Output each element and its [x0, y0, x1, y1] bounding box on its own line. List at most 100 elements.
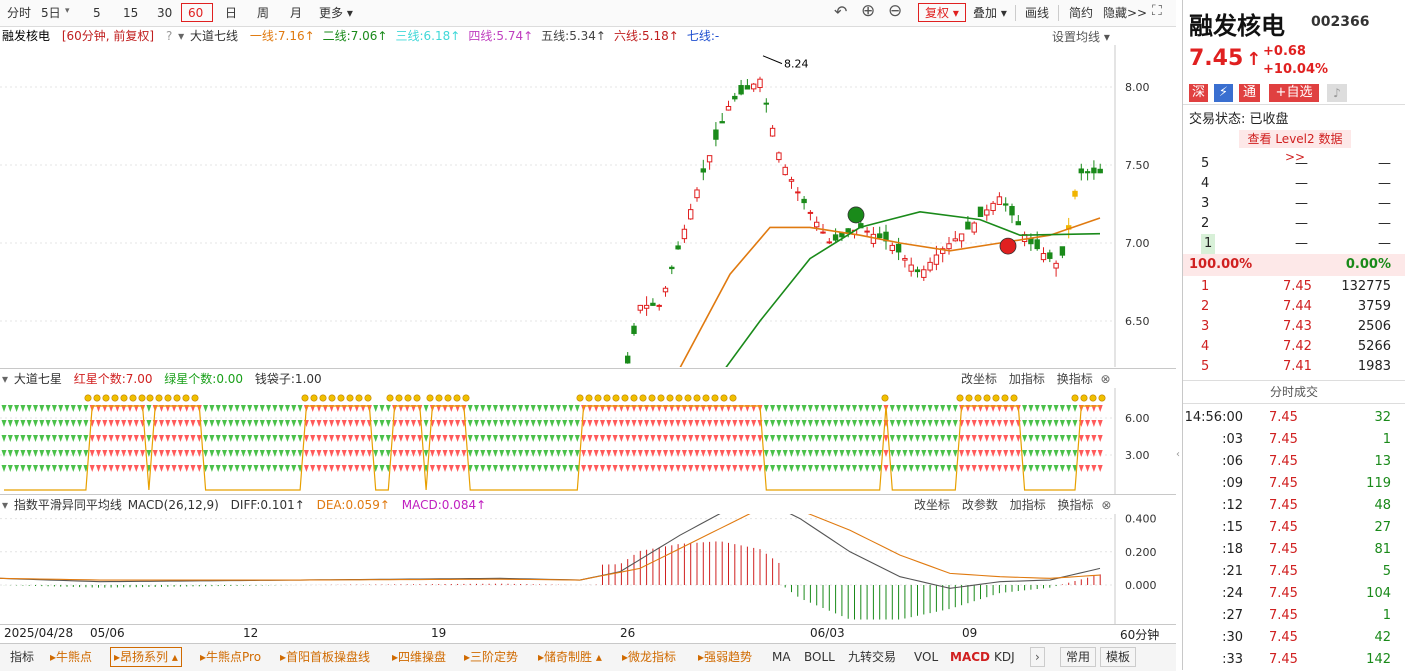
indicator-tab[interactable]: ▸昂扬系列 ▴	[110, 647, 182, 667]
period-tab-minute[interactable]: 分时	[7, 6, 32, 20]
collapse-handle-icon[interactable]: ‹	[1176, 449, 1180, 460]
scroll-right-icon[interactable]: ›	[1030, 647, 1045, 667]
indicator-tab[interactable]: ▸首阳首板操盘线	[280, 650, 371, 664]
fullscreen-icon[interactable]: ⛶	[1152, 3, 1162, 19]
candlestick-chart[interactable]: 8.007.507.006.506.005.505.008.24	[0, 45, 1176, 367]
fq-dropdown[interactable]: 复权 ▾	[918, 3, 966, 22]
help-icon[interactable]: ?	[165, 29, 173, 43]
star-arrow-icon	[499, 405, 505, 412]
star-arrow-icon	[51, 435, 57, 442]
star-arrow-icon	[518, 420, 524, 427]
indicator-tab[interactable]: KDJ	[994, 650, 1015, 664]
star-arrow-icon	[543, 435, 549, 442]
hide-button[interactable]: 隐藏>>	[1103, 6, 1148, 20]
close-icon[interactable]: ⊗	[1100, 372, 1111, 386]
star-arrow-icon	[1047, 420, 1053, 427]
panel-toggle-icon[interactable]: ▾	[2, 372, 9, 386]
draw-button[interactable]: 画线	[1025, 6, 1050, 20]
star-arrow-icon	[1003, 435, 1009, 442]
overlay-dropdown[interactable]: 叠加 ▾	[973, 6, 1007, 20]
money-bag-icon	[666, 394, 674, 402]
period-tab-day[interactable]: 日	[225, 6, 238, 20]
change-params-button[interactable]: 改参数	[961, 498, 998, 512]
star-arrow-icon	[146, 435, 152, 442]
lightning-icon[interactable]: ⚡	[1214, 84, 1233, 102]
star-arrow-icon	[732, 405, 738, 412]
change-axis-button[interactable]: 改坐标	[961, 372, 998, 386]
star-arrow-icon	[732, 420, 738, 427]
indicator-toggle-icon[interactable]: ▾	[178, 29, 185, 43]
change-axis-button[interactable]: 改坐标	[914, 498, 951, 512]
price-axis-label: 7.50	[1125, 159, 1150, 172]
star-arrow-icon	[902, 450, 908, 457]
star-arrow-icon	[184, 450, 190, 457]
indicator-tab[interactable]: ▸牛熊点	[50, 650, 93, 664]
tick-row: :24 7.45 104	[1183, 583, 1405, 605]
star-arrow-icon	[776, 405, 782, 412]
indicator-tab[interactable]: 九转交易	[848, 650, 897, 664]
money-bag-icon	[395, 394, 403, 402]
switch-indicator-button[interactable]: 换指标	[1057, 498, 1094, 512]
indicator-tab[interactable]: ▸储奇制胜 ▴	[538, 650, 602, 664]
ma-settings-button[interactable]: 设置均线 ▾	[1052, 30, 1110, 44]
star-arrow-icon	[461, 450, 467, 457]
level2-link[interactable]: 查看 Level2 数据>>	[1239, 130, 1351, 164]
star-arrow-icon	[190, 435, 196, 442]
indicator-name[interactable]: 大道七线	[190, 29, 239, 43]
indicator-tab[interactable]: MA	[772, 650, 791, 664]
indicator-tab[interactable]: VOL	[914, 650, 939, 664]
macd-chart[interactable]: 0.400 0.200 0.000	[0, 514, 1176, 624]
star-arrow-icon	[114, 435, 120, 442]
bell-icon[interactable]: ♪	[1327, 84, 1347, 102]
star-arrow-icon	[423, 450, 429, 457]
star-arrow-icon	[574, 420, 580, 427]
common-button[interactable]: 常用	[1060, 647, 1097, 667]
star-arrow-icon	[7, 465, 13, 472]
indicator-tab[interactable]: ▸微龙指标	[622, 650, 677, 664]
add-watchlist-button[interactable]: +自选	[1269, 84, 1319, 102]
dropdown-icon[interactable]: ▾	[65, 6, 70, 16]
star-arrow-icon	[587, 435, 593, 442]
period-tab-30min[interactable]: 30	[157, 6, 173, 20]
close-icon[interactable]: ⊗	[1101, 498, 1112, 512]
indicator-tab[interactable]: ▸牛熊点Pro	[200, 650, 262, 664]
period-tab-15min[interactable]: 15	[123, 6, 139, 20]
indicator-tab[interactable]: 指标	[10, 650, 35, 664]
star-arrow-icon	[883, 450, 889, 457]
period-tab-month[interactable]: 月	[290, 6, 303, 20]
indicator-tab[interactable]: BOLL	[804, 650, 835, 664]
star-arrow-icon	[108, 450, 114, 457]
switch-indicator-button[interactable]: 换指标	[1056, 372, 1093, 386]
period-tab-week[interactable]: 周	[257, 6, 270, 20]
star-indicator-chart[interactable]: 6.00 3.00	[0, 388, 1176, 494]
macd-panel-buttons: 改坐标 改参数 加指标 换指标 ⊗	[914, 496, 1111, 513]
star-arrow-icon	[713, 465, 719, 472]
star-arrow-icon	[266, 450, 272, 457]
indicator-tab[interactable]: ▸三阶定势	[464, 650, 519, 664]
star-arrow-icon	[234, 450, 240, 457]
star-arrow-icon	[870, 405, 876, 412]
star-arrow-icon	[650, 450, 656, 457]
template-button[interactable]: 模板	[1100, 647, 1137, 667]
star-arrow-icon	[927, 435, 933, 442]
period-tab-60min[interactable]: 60	[181, 3, 213, 22]
star-arrow-icon	[266, 465, 272, 472]
indicator-tab-active[interactable]: MACD	[950, 650, 990, 664]
indicator-tab[interactable]: ▸强弱趋势	[698, 650, 753, 664]
connect-badge[interactable]: 通	[1239, 84, 1260, 102]
period-tab-5min[interactable]: 5	[93, 6, 101, 20]
star-arrow-icon	[196, 450, 202, 457]
indicator-tab[interactable]: ▸四维操盘	[392, 650, 447, 664]
add-indicator-button[interactable]: 加指标	[1009, 498, 1046, 512]
star-arrow-icon	[329, 465, 335, 472]
panel-toggle-icon[interactable]: ▾	[2, 498, 9, 512]
zoom-in-icon[interactable]: ⊕	[861, 1, 876, 21]
period-tab-5day[interactable]: 5日	[41, 6, 61, 20]
simple-button[interactable]: 简约	[1069, 6, 1094, 20]
zoom-out-icon[interactable]: ⊖	[888, 1, 903, 21]
undo-icon[interactable]: ↶	[834, 2, 848, 21]
star-arrow-icon	[1059, 420, 1065, 427]
add-indicator-button[interactable]: 加指标	[1008, 372, 1045, 386]
candle-body	[732, 95, 738, 100]
period-more-button[interactable]: 更多 ▾	[319, 6, 353, 20]
